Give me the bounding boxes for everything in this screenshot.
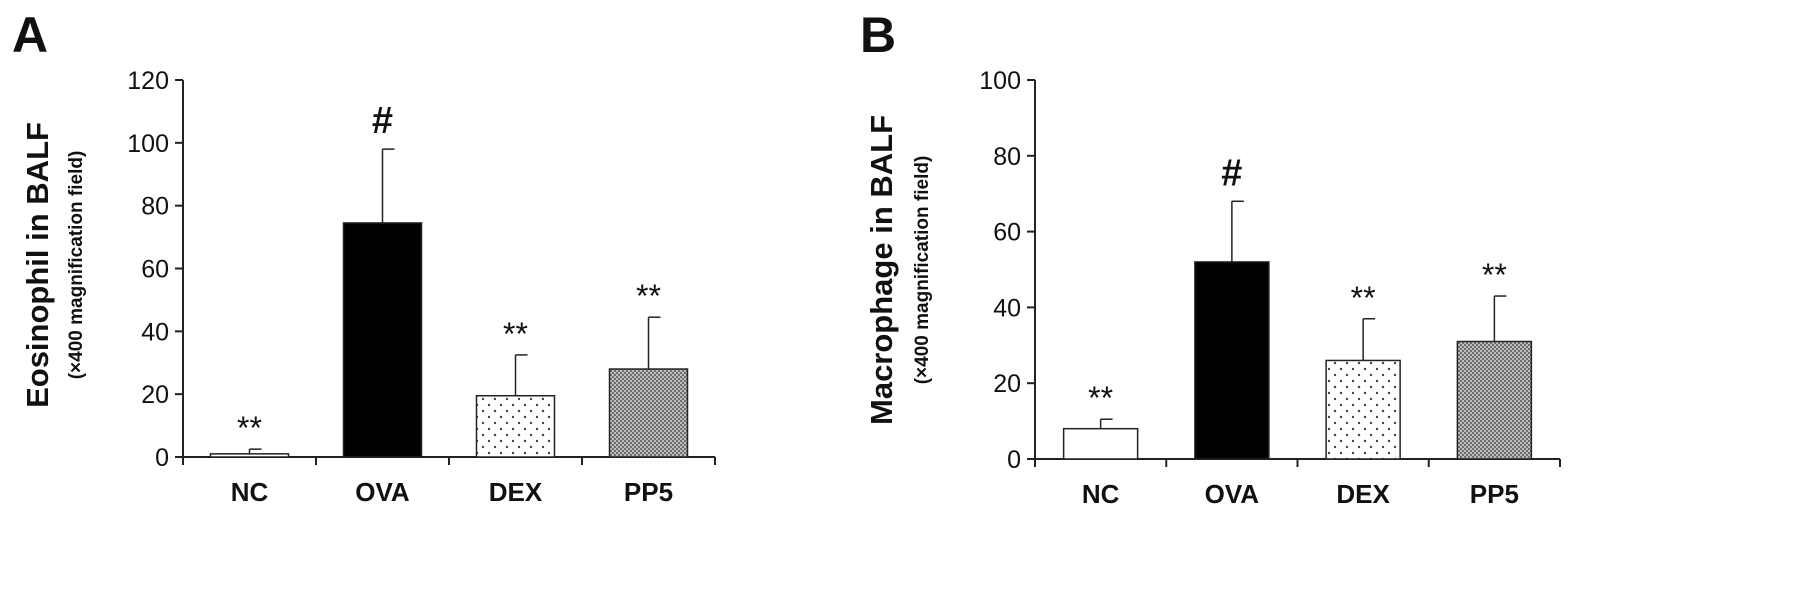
y-tick-label: 0 [155, 444, 169, 472]
x-tick-label: PP5 [624, 477, 673, 507]
significance-label: ** [1088, 380, 1113, 416]
significance-label: ** [503, 316, 528, 352]
x-tick-label: NC [231, 477, 269, 507]
significance-label: # [1221, 152, 1242, 194]
panel-letter: A [12, 7, 48, 63]
y-tick-label: 40 [141, 318, 169, 346]
bar-ova [1194, 261, 1270, 460]
bar-chart-macrophage: 0 20 40 60 80 100 ** NC # OVA ** DEX ** PP5 [979, 67, 1561, 509]
y-axis-sublabel: (×400 magnification field) [912, 156, 933, 385]
x-tick-label: DEX [1336, 479, 1390, 509]
y-axis-label: Eosinophil in BALF [20, 122, 55, 408]
y-tick-label: 80 [993, 143, 1021, 171]
bar-nc [1062, 427, 1139, 460]
bar-dex [1325, 359, 1401, 460]
y-axis-label: Macrophage in BALF [864, 115, 899, 425]
panel-a: A Eosinophil in BALF (×400 magnification… [12, 7, 716, 507]
bar-ova [342, 222, 423, 458]
x-tick-label: OVA [1205, 479, 1260, 509]
y-tick-label: 100 [979, 67, 1021, 95]
y-tick-label: 60 [993, 219, 1021, 247]
y-tick-label: 80 [141, 193, 169, 221]
panel-b: B Macrophage in BALF (×400 magnification… [860, 7, 1561, 509]
y-tick-label: 40 [993, 294, 1021, 322]
bar-dex [475, 394, 556, 458]
bar-pp5 [608, 368, 689, 458]
y-tick-label: 100 [127, 130, 169, 158]
x-tick-label: DEX [489, 477, 543, 507]
panel-letter: B [860, 7, 896, 63]
y-tick-label: 0 [1007, 446, 1021, 474]
bar-chart-eosinophil: 0 20 40 60 80 100 120 ** NC # OVA ** DEX ** PP5 [127, 67, 716, 507]
bar-nc [209, 453, 290, 458]
x-tick-label: NC [1082, 479, 1120, 509]
y-tick-label: 20 [141, 381, 169, 409]
x-tick-label: OVA [355, 477, 410, 507]
y-tick-label: 60 [141, 256, 169, 284]
x-tick-label: PP5 [1470, 479, 1519, 509]
y-axis-sublabel: (×400 magnification field) [66, 151, 87, 380]
y-tick-label: 20 [993, 370, 1021, 398]
significance-label: # [372, 100, 393, 142]
bar-pp5 [1456, 340, 1533, 460]
significance-label: ** [1482, 257, 1507, 293]
significance-label: ** [636, 278, 661, 314]
significance-label: ** [1351, 280, 1376, 316]
significance-label: ** [237, 410, 262, 446]
y-tick-label: 120 [127, 67, 169, 95]
